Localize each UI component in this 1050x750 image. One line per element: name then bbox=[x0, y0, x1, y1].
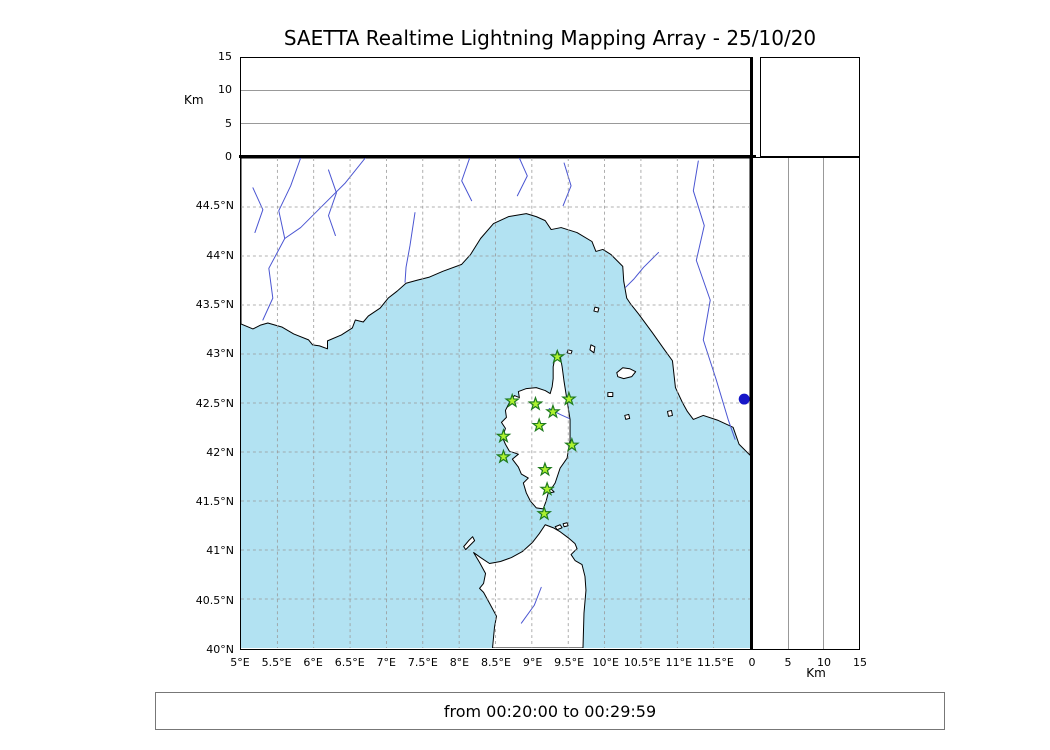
lat-tick-label: 42.5°N bbox=[195, 396, 234, 410]
river bbox=[562, 162, 572, 207]
lon-tick-label: 7.5°E bbox=[407, 656, 438, 669]
river bbox=[252, 187, 264, 234]
lat-tick-label: 44.5°N bbox=[195, 199, 234, 213]
station-star-marker bbox=[495, 448, 512, 464]
coastline-sardinia bbox=[473, 524, 587, 648]
lightning-event-markers bbox=[738, 393, 750, 405]
right-km-tick-label: 0 bbox=[748, 656, 756, 669]
lon-tick-label: 10.5°E bbox=[623, 656, 661, 669]
right-km-tick-label: 5 bbox=[784, 656, 792, 669]
river bbox=[327, 169, 337, 237]
altitude-axis-unit-label: Km bbox=[184, 93, 204, 107]
island-montecristo bbox=[624, 413, 631, 420]
altitude-vs-longitude-panel bbox=[240, 57, 752, 157]
map-gridlines bbox=[241, 158, 750, 648]
station-star-marker bbox=[537, 461, 553, 477]
station-star-marker bbox=[563, 436, 580, 452]
river bbox=[284, 158, 366, 240]
island-capraia bbox=[589, 344, 596, 354]
river bbox=[625, 251, 660, 288]
lat-tick-label: 43.5°N bbox=[195, 297, 234, 311]
altitude-vs-latitude-panel bbox=[752, 157, 860, 650]
river bbox=[516, 158, 528, 197]
island-elba bbox=[616, 367, 637, 380]
island-caprera bbox=[562, 522, 569, 528]
lon-tick-label: 11.5°E bbox=[696, 656, 734, 669]
island-giglio bbox=[666, 409, 673, 417]
altitude-tick-label: 10 bbox=[218, 83, 232, 97]
altitude-gridline bbox=[241, 90, 751, 92]
lightning-event-dot bbox=[738, 393, 750, 405]
altitude-tick-label: 15 bbox=[218, 50, 232, 63]
station-star-marker bbox=[545, 403, 561, 419]
station-star-marker bbox=[504, 392, 521, 408]
right-panel-unit-label: Km bbox=[806, 666, 826, 680]
lon-tick-label: 7°E bbox=[376, 656, 396, 669]
right-km-tick-label: 10 bbox=[817, 656, 831, 669]
altitude-gridline bbox=[788, 158, 789, 649]
lon-tick-label: 5°E bbox=[230, 656, 250, 669]
lat-tick-label: 42°N bbox=[206, 445, 234, 459]
altitude-tick-label: 5 bbox=[225, 116, 232, 130]
panel-divider-vertical bbox=[750, 57, 753, 650]
station-star-marker bbox=[527, 395, 544, 411]
lon-tick-label: 8°E bbox=[449, 656, 470, 669]
lon-tick-label: 6.5°E bbox=[334, 656, 365, 669]
river bbox=[520, 586, 542, 624]
map-svg bbox=[241, 158, 750, 648]
lon-tick-label: 10°E bbox=[592, 656, 619, 669]
river bbox=[692, 160, 736, 440]
time-window-text: from 00:20:00 to 00:29:59 bbox=[443, 701, 657, 721]
lon-tick-label: 11°E bbox=[665, 656, 693, 669]
island-pianosa bbox=[607, 392, 614, 398]
lon-tick-label: 8.5°E bbox=[481, 656, 511, 669]
altitude-tick-label: 0 bbox=[225, 150, 232, 163]
lon-tick-label: 5.5°E bbox=[261, 656, 292, 669]
lat-tick-label: 41.5°N bbox=[195, 495, 234, 509]
map-panel bbox=[240, 157, 752, 650]
lat-tick-label: 41°N bbox=[206, 544, 234, 558]
right-km-tick-label: 15 bbox=[853, 656, 867, 669]
altitude-histogram-panel bbox=[760, 57, 860, 157]
station-star-marker bbox=[531, 417, 548, 433]
lat-tick-label: 44°N bbox=[206, 248, 234, 262]
lon-tick-label: 9.5°E bbox=[554, 656, 585, 669]
lon-tick-label: 9°E bbox=[522, 656, 543, 669]
lat-tick-label: 43°N bbox=[206, 347, 234, 361]
station-star-marker bbox=[549, 348, 566, 364]
station-star-marker bbox=[495, 428, 512, 444]
island-gorgona bbox=[593, 306, 600, 313]
river bbox=[461, 158, 473, 202]
small-islands bbox=[463, 306, 673, 551]
island-asinara bbox=[463, 536, 476, 551]
lat-tick-label: 40.5°N bbox=[195, 593, 234, 607]
time-window-status-bar: from 00:20:00 to 00:29:59 bbox=[155, 692, 945, 730]
station-markers bbox=[495, 348, 580, 521]
lon-tick-label: 6°E bbox=[303, 656, 323, 669]
coastline-france-italy bbox=[241, 158, 750, 456]
island-maddalena bbox=[554, 524, 563, 531]
lat-tick-label: 40°N bbox=[206, 643, 234, 656]
altitude-gridline bbox=[241, 122, 751, 124]
figure-title: SAETTA Realtime Lightning Mapping Array … bbox=[283, 26, 817, 50]
station-star-marker bbox=[536, 505, 553, 521]
altitude-gridline bbox=[823, 158, 824, 649]
panel-divider-horizontal bbox=[239, 155, 756, 158]
station-star-marker bbox=[539, 481, 555, 496]
station-star-marker bbox=[561, 390, 577, 406]
